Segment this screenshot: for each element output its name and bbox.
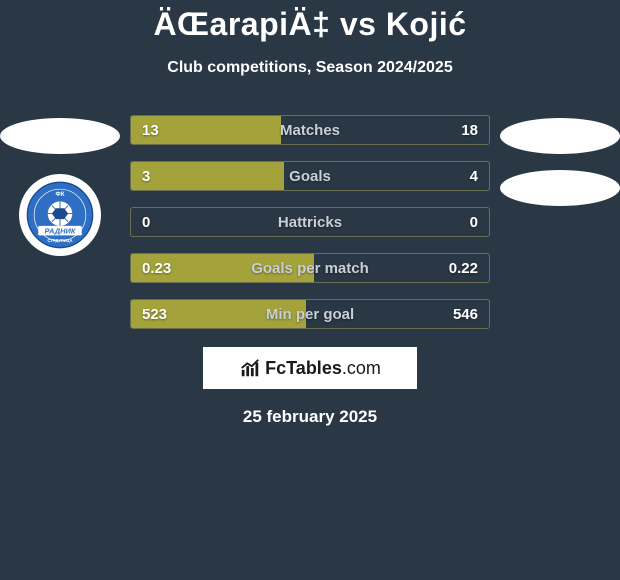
right-club-logo-placeholder [500,170,620,206]
svg-text:СУРДУЛИЦА: СУРДУЛИЦА [48,238,73,243]
stat-row: 0.23Goals per match0.22 [130,253,490,283]
stat-value-left: 13 [130,122,184,139]
stat-value-right: 0.22 [436,260,490,277]
svg-text:ФК: ФК [56,191,65,198]
stat-label: Goals per match [184,260,436,277]
stat-value-right: 546 [436,306,490,323]
infographic-date: 25 february 2025 [0,407,620,427]
stat-value-right: 18 [436,122,490,139]
stat-value-left: 3 [130,168,184,185]
svg-text:РАДНИК: РАДНИК [45,226,77,235]
page-title: ÄŒarapiÄ‡ vs Kojić [0,6,620,43]
left-player-avatar [0,118,120,154]
chart-icon [239,357,261,379]
branding-text: FcTables.com [265,358,381,379]
stat-label: Goals [184,168,436,185]
stat-value-right: 0 [436,214,490,231]
stat-row: 13Matches18 [130,115,490,145]
stat-value-left: 523 [130,306,184,323]
branding-badge[interactable]: FcTables.com [203,347,417,389]
stat-label: Hattricks [184,214,436,231]
right-player-column [500,118,620,222]
header: ÄŒarapiÄ‡ vs Kojić Club competitions, Se… [0,0,620,77]
stat-value-left: 0 [130,214,184,231]
stats-table: 13Matches18 3Goals4 0Hattricks0 0.23Goals p… [130,115,490,329]
stat-row: 523Min per goal546 [130,299,490,329]
right-player-avatar [500,118,620,154]
stat-label: Min per goal [184,306,436,323]
stat-label: Matches [184,122,436,139]
left-club-logo: ФК РАДНИК СУРДУЛИЦА [19,174,101,256]
stat-row: 3Goals4 [130,161,490,191]
club-badge-icon: ФК РАДНИК СУРДУЛИЦА [26,181,94,249]
page-subtitle: Club competitions, Season 2024/2025 [0,59,620,77]
stat-value-right: 4 [436,168,490,185]
stat-value-left: 0.23 [130,260,184,277]
stat-row: 0Hattricks0 [130,207,490,237]
left-player-column: ФК РАДНИК СУРДУЛИЦА [0,118,120,256]
